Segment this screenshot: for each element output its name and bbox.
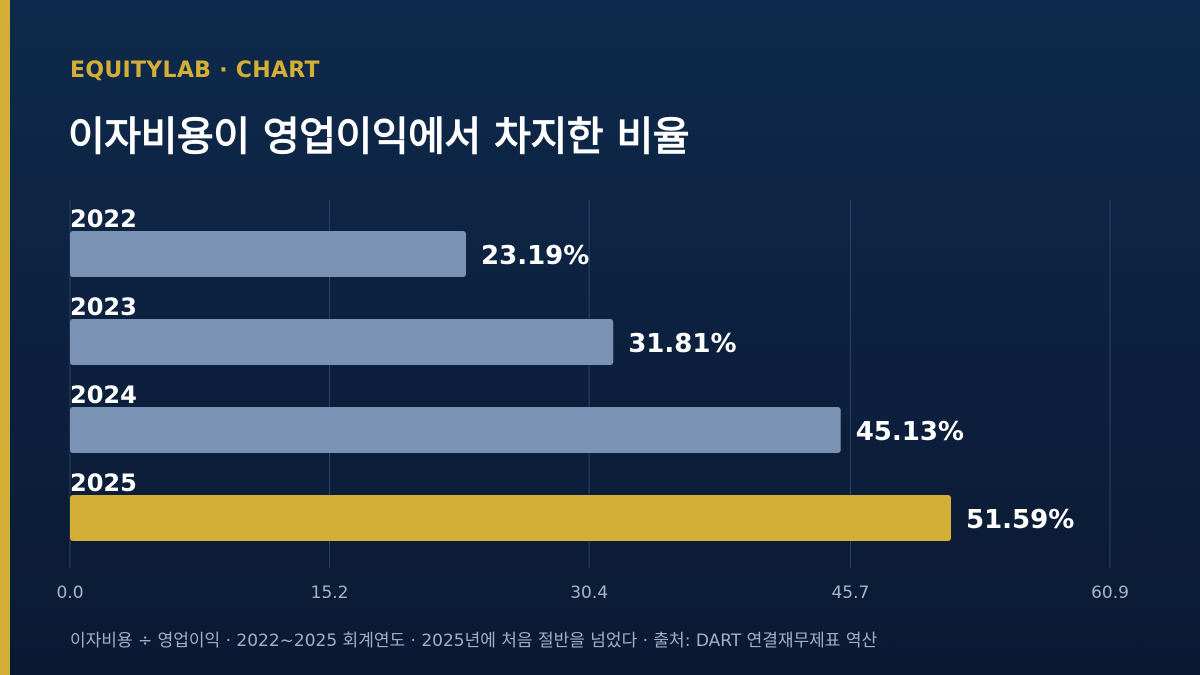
brand-label: EQUITYLAB · CHART (70, 58, 320, 83)
category-label: 2025 (70, 469, 137, 497)
category-label: 2024 (70, 381, 137, 409)
category-label: 2022 (70, 205, 137, 233)
footnote: 이자비용 ÷ 영업이익 · 2022~2025 회계연도 · 2025년에 처음… (70, 631, 878, 651)
x-tick-label: 0.0 (56, 583, 83, 603)
bar (70, 407, 841, 453)
x-tick-label: 60.9 (1091, 583, 1129, 603)
value-label: 31.81% (628, 329, 736, 359)
value-label: 51.59% (966, 505, 1074, 535)
bar (70, 231, 467, 277)
accent-stripe (0, 0, 10, 675)
x-tick-label: 45.7 (831, 583, 869, 603)
bar (70, 319, 614, 365)
x-tick-label: 30.4 (570, 583, 608, 603)
x-tick-label: 15.2 (311, 583, 349, 603)
value-label: 45.13% (856, 417, 964, 447)
bar (70, 495, 952, 541)
value-label: 23.19% (481, 241, 589, 271)
category-label: 2023 (70, 293, 137, 321)
chart-title: 이자비용이 영업이익에서 차지한 비율 (68, 114, 690, 160)
